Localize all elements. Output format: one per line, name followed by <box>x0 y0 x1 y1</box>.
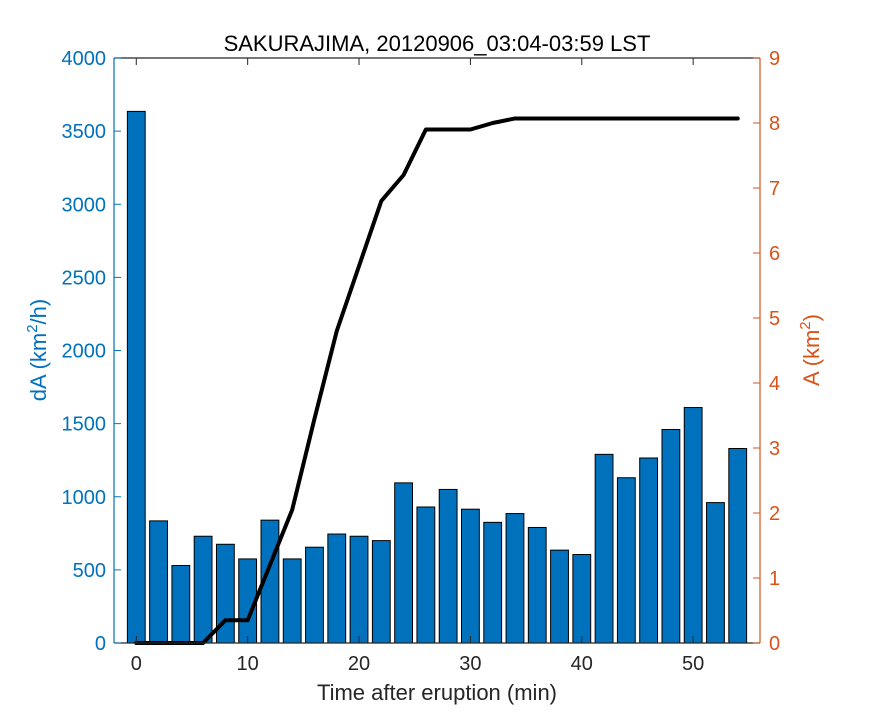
y-axis-label-left: dA (km2/h) <box>24 299 51 402</box>
bar <box>594 453 614 644</box>
right-y-tick-label: 2 <box>769 503 780 525</box>
y-axis-label-right-base: A (km <box>799 330 824 386</box>
y-axis-label-left-base: dA (km <box>26 333 51 401</box>
left-y-tick-label: 3000 <box>62 194 107 216</box>
y-axis-label-left-tail: /h) <box>26 299 51 325</box>
bar <box>706 502 725 644</box>
bar <box>661 428 681 644</box>
axes <box>113 57 761 644</box>
cumulative-area-line <box>134 116 740 645</box>
left-y-tick-label: 2500 <box>62 267 107 289</box>
bar <box>149 520 168 644</box>
bar <box>639 457 659 644</box>
right-y-tick-label: 7 <box>769 178 780 200</box>
left-y-tick-label: 0 <box>95 633 106 655</box>
bar <box>394 482 413 644</box>
line-series <box>134 116 740 645</box>
left-y-tick-label: 3500 <box>62 121 107 143</box>
bar <box>683 407 703 644</box>
left-y-tick-label: 4000 <box>62 48 107 70</box>
left-y-tick-label: 1000 <box>62 487 107 509</box>
bar <box>193 535 213 644</box>
chart-title: SAKURAJIMA, 20120906_03:04-03:59 LST <box>224 31 651 56</box>
y-axis-label-right-sup: 2 <box>797 321 814 329</box>
bar <box>527 526 547 644</box>
left-y-tick-label: 2000 <box>62 341 107 363</box>
x-tick-label: 20 <box>348 653 370 675</box>
y-axis-label-right-tail: ) <box>799 314 824 321</box>
bar <box>305 546 324 644</box>
tick-labels: 0500100015002000250030003500400001234567… <box>62 48 781 675</box>
x-tick-label: 0 <box>131 653 142 675</box>
y-axis-label-right: A (km2) <box>797 314 824 386</box>
left-y-tick-label: 1500 <box>62 414 107 436</box>
bar <box>483 521 503 644</box>
right-y-tick-label: 5 <box>769 308 780 330</box>
bar <box>371 540 391 644</box>
bar-series <box>126 110 748 644</box>
bar <box>728 447 748 644</box>
y-axis-label-left-sup: 2 <box>24 324 41 332</box>
bar <box>505 513 525 644</box>
bar <box>550 549 569 644</box>
right-y-tick-label: 3 <box>769 438 780 460</box>
right-y-tick-label: 1 <box>769 568 780 590</box>
bar <box>438 488 458 644</box>
right-y-tick-label: 0 <box>769 633 780 655</box>
bar <box>349 535 369 644</box>
x-axis-label: Time after eruption (min) <box>317 680 557 705</box>
right-y-tick-label: 9 <box>769 48 780 70</box>
right-y-tick-label: 6 <box>769 243 780 265</box>
bar <box>416 506 436 644</box>
bar <box>572 554 592 644</box>
bar <box>461 508 480 644</box>
bar <box>126 110 146 644</box>
x-tick-label: 10 <box>237 653 259 675</box>
x-tick-label: 40 <box>571 653 593 675</box>
bar <box>327 533 347 644</box>
bar <box>171 564 191 644</box>
right-y-tick-label: 8 <box>769 113 780 135</box>
x-tick-label: 30 <box>459 653 481 675</box>
x-tick-label: 50 <box>682 653 704 675</box>
bar <box>616 477 636 644</box>
left-y-tick-label: 500 <box>73 560 106 582</box>
right-y-tick-label: 4 <box>769 373 780 395</box>
bar <box>282 558 302 644</box>
